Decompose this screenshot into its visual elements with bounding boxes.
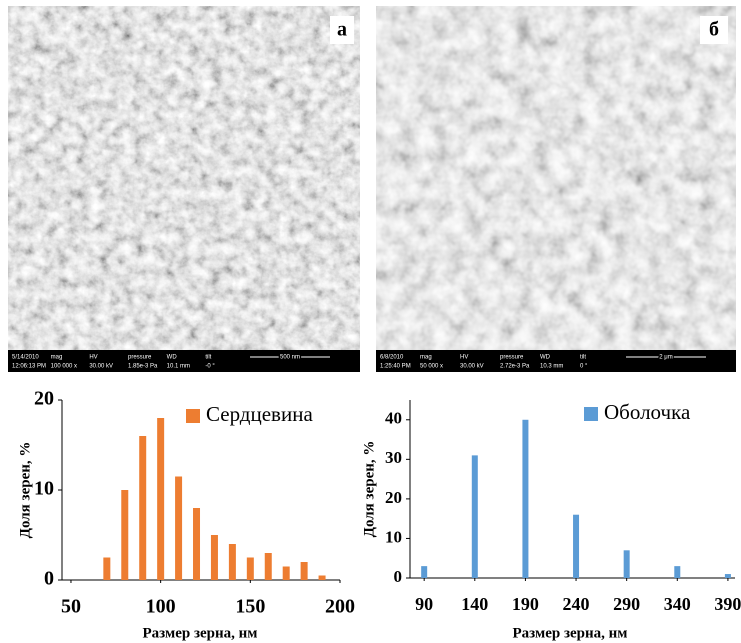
bar — [573, 514, 580, 578]
panel-label: а — [337, 19, 347, 41]
info-text: 0 ° — [580, 364, 588, 370]
x-tick-label: 50 — [61, 596, 81, 618]
bar — [210, 535, 218, 580]
info-text: 30.00 kV — [89, 364, 113, 370]
info-text: 2.72e-3 Pa — [500, 364, 530, 370]
bar — [724, 574, 731, 578]
bar — [318, 575, 326, 580]
sem-image — [8, 6, 360, 350]
label-box — [330, 16, 354, 44]
scale-label: 500 nm — [280, 355, 300, 361]
info-text: WD — [540, 355, 551, 361]
bar — [139, 436, 147, 580]
bar — [421, 566, 428, 578]
info-text: tilt — [205, 355, 211, 361]
x-tick-label: 240 — [563, 594, 590, 614]
legend-label: Оболочка — [604, 400, 691, 424]
x-tick-label: 200 — [325, 596, 355, 618]
y-tick-label: 10 — [34, 478, 54, 500]
legend-swatch — [186, 409, 200, 423]
info-text: tilt — [580, 355, 586, 361]
info-text: pressure — [128, 355, 152, 361]
x-tick-label: 90 — [415, 594, 433, 614]
x-tick-label: 150 — [235, 596, 265, 618]
label-box — [700, 16, 728, 44]
info-text: mag — [420, 355, 432, 361]
bar — [175, 476, 183, 580]
y-tick-label: 30 — [385, 448, 402, 467]
bar — [121, 490, 129, 580]
info-text: 6/8/2010 — [380, 355, 404, 361]
bar — [471, 455, 478, 578]
y-tick-label: 0 — [394, 567, 403, 586]
info-text: 10.3 mm — [540, 364, 563, 370]
info-text: 30.00 kV — [460, 364, 484, 370]
bar — [264, 553, 272, 580]
sem-image — [376, 6, 736, 350]
info-text: 10.1 mm — [167, 364, 190, 370]
x-tick-label: 100 — [146, 596, 176, 618]
bar — [282, 566, 290, 580]
info-text: 50 000 x — [420, 364, 443, 370]
info-text: WD — [167, 355, 178, 361]
info-text: HV — [460, 355, 468, 361]
info-text: 5/14/2010 — [12, 355, 39, 361]
bar — [300, 562, 308, 580]
x-tick-label: 390 — [714, 594, 741, 614]
bar — [228, 544, 236, 580]
info-text: 12:06:13 PM — [12, 364, 46, 370]
bar — [522, 419, 529, 578]
legend-label: Сердцевина — [206, 402, 313, 426]
x-axis-label: Размер зерна, нм — [513, 625, 628, 641]
info-text: 100 000 x — [51, 364, 77, 370]
info-text: 1.85e-3 Pa — [128, 364, 158, 370]
info-text: mag — [51, 355, 63, 361]
x-tick-label: 190 — [512, 594, 539, 614]
y-tick-label: 10 — [385, 527, 402, 546]
info-bar — [376, 350, 736, 372]
scale-label: 2 μm — [659, 355, 672, 361]
panel-label: б — [709, 19, 719, 41]
y-axis-label: Доля зерен, % — [17, 442, 33, 539]
y-tick-label: 20 — [34, 388, 54, 410]
info-bar — [8, 350, 360, 372]
x-axis-label: Размер зерна, нм — [143, 625, 258, 641]
info-text: pressure — [500, 355, 524, 361]
x-tick-label: 290 — [613, 594, 640, 614]
bar — [193, 508, 201, 580]
y-axis-label: Доля зерен, % — [361, 441, 377, 538]
info-text: -0 ° — [205, 364, 215, 370]
info-text: HV — [89, 355, 97, 361]
legend-swatch — [584, 407, 598, 421]
y-tick-label: 40 — [385, 409, 402, 428]
info-text: 1:25:40 PM — [380, 364, 411, 370]
bar — [674, 566, 681, 578]
y-tick-label: 0 — [44, 568, 54, 590]
bar — [157, 418, 165, 580]
bar — [103, 557, 111, 580]
x-tick-label: 140 — [461, 594, 488, 614]
x-tick-label: 340 — [664, 594, 691, 614]
bar — [246, 557, 254, 580]
y-tick-label: 20 — [385, 488, 402, 507]
bar — [623, 550, 630, 578]
